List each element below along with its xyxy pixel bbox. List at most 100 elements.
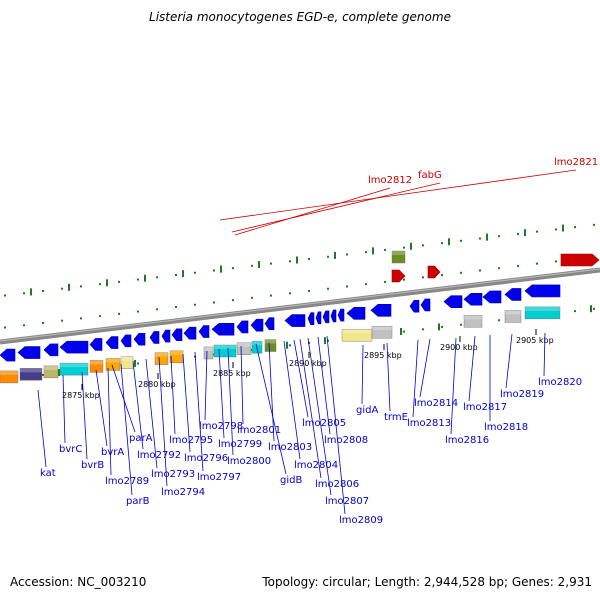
reverse-label-leader: [317, 336, 331, 435]
reverse-gene-arrow: [482, 290, 502, 304]
reverse-label-leader: [326, 335, 346, 515]
category-box: [504, 310, 522, 323]
reverse-gene-arrow: [409, 299, 420, 313]
guide-dot: [327, 255, 329, 258]
category-box: [154, 352, 169, 365]
reverse-gene-label: lmo2798: [199, 421, 243, 432]
reverse-gene-arrow: [89, 338, 103, 351]
kbp-tick-label: 2885 kbp: [213, 369, 251, 378]
guide-dot: [327, 287, 329, 290]
reverse-label-leader: [361, 344, 364, 405]
guide-tick: [58, 369, 60, 377]
reverse-gene-label: lmo2820: [538, 377, 582, 388]
category-box-shine: [505, 310, 521, 315]
guide-dot: [156, 276, 158, 279]
forward-label-leader: [219, 169, 577, 221]
forward-gene-label: lmo2821: [554, 157, 598, 168]
category-box-shine: [252, 341, 262, 346]
reverse-label-leader: [107, 367, 112, 476]
guide-dot: [289, 260, 291, 263]
reverse-gene-label: lmo2800: [227, 456, 271, 467]
guide-tick: [134, 359, 136, 367]
reverse-gene-arrow: [524, 284, 561, 298]
reverse-gene-arrow: [420, 298, 431, 312]
reverse-label-leader: [194, 351, 204, 472]
guide-tick: [68, 283, 70, 291]
guide-dot: [536, 262, 538, 265]
category-box: [105, 358, 121, 371]
forward-gene-arrow: [427, 265, 441, 279]
reverse-gene-arrow: [17, 346, 41, 359]
reverse-label-leader: [386, 342, 391, 412]
reverse-gene-label: lmo2796: [184, 453, 228, 464]
reverse-label-leader: [468, 335, 476, 402]
reverse-gene-label: kat: [40, 468, 56, 479]
guide-dot: [308, 258, 310, 261]
reverse-gene-label: bvrA: [101, 447, 124, 458]
guide-dot: [403, 278, 405, 281]
category-box: [43, 365, 59, 379]
guide-dot: [137, 310, 139, 313]
guide-dot: [441, 274, 443, 277]
guide-tick: [448, 238, 450, 246]
reverse-gene-arrow: [370, 303, 392, 317]
guide-dot: [384, 280, 386, 283]
reverse-gene-label: lmo2814: [414, 398, 458, 409]
guide-dot: [460, 271, 462, 274]
guide-dot: [137, 278, 139, 281]
guide-dot: [327, 339, 329, 342]
guide-dot: [232, 299, 234, 302]
kbp-tick-label: 2875 kbp: [62, 391, 100, 400]
guide-tick: [144, 274, 146, 282]
forward-gene-arrow: [391, 269, 406, 283]
guide-tick: [286, 341, 288, 349]
guide-dot: [118, 312, 120, 315]
forward-gene-label: fabG: [418, 170, 442, 181]
category-box-shine: [60, 363, 88, 368]
reverse-label-leader: [505, 333, 513, 389]
guide-dot: [213, 269, 215, 272]
reverse-gene-arrow: [149, 331, 160, 344]
guide-dot: [574, 226, 576, 229]
guide-dot: [384, 248, 386, 251]
guide-dot: [593, 223, 595, 226]
guide-dot: [498, 267, 500, 270]
guide-dot: [80, 285, 82, 288]
category-box-shine: [90, 360, 103, 365]
reverse-label-leader: [120, 363, 133, 496]
accession-text: Accession: NC_003210: [10, 575, 147, 589]
category-box-shine: [525, 306, 560, 311]
kbp-tick-label: 2905 kbp: [516, 336, 554, 345]
reverse-label-leader: [268, 342, 275, 442]
category-box: [391, 250, 406, 264]
guide-dot: [4, 326, 6, 329]
reverse-label-leader: [62, 374, 66, 444]
category-box-shine: [204, 346, 213, 351]
category-box: [236, 342, 252, 355]
forward-gene-label: lmo2812: [368, 175, 412, 186]
backbone-line: [0, 267, 600, 345]
reverse-gene-arrow: [198, 325, 210, 338]
guide-dot: [251, 264, 253, 267]
reverse-label-leader: [170, 355, 176, 435]
category-box-shine: [372, 326, 392, 331]
guide-dot: [194, 303, 196, 306]
category-box-shine: [237, 342, 251, 347]
reverse-gene-label: lmo2806: [315, 479, 359, 490]
category-box-shine: [170, 350, 183, 355]
category-box: [59, 362, 89, 376]
guide-tick: [182, 270, 184, 278]
dotted-guide-lines: [4, 223, 595, 381]
guide-tick: [324, 337, 326, 345]
category-box-shine: [0, 370, 18, 375]
guide-dot: [441, 242, 443, 245]
reverse-label-leader: [204, 350, 208, 421]
guide-dot: [213, 301, 215, 304]
reverse-label-leader: [182, 353, 191, 453]
guide-dot: [460, 239, 462, 242]
guide-dot: [80, 317, 82, 320]
reverse-gene-label: gidA: [356, 405, 378, 416]
guide-dot: [99, 283, 101, 286]
guide-tick: [30, 288, 32, 296]
